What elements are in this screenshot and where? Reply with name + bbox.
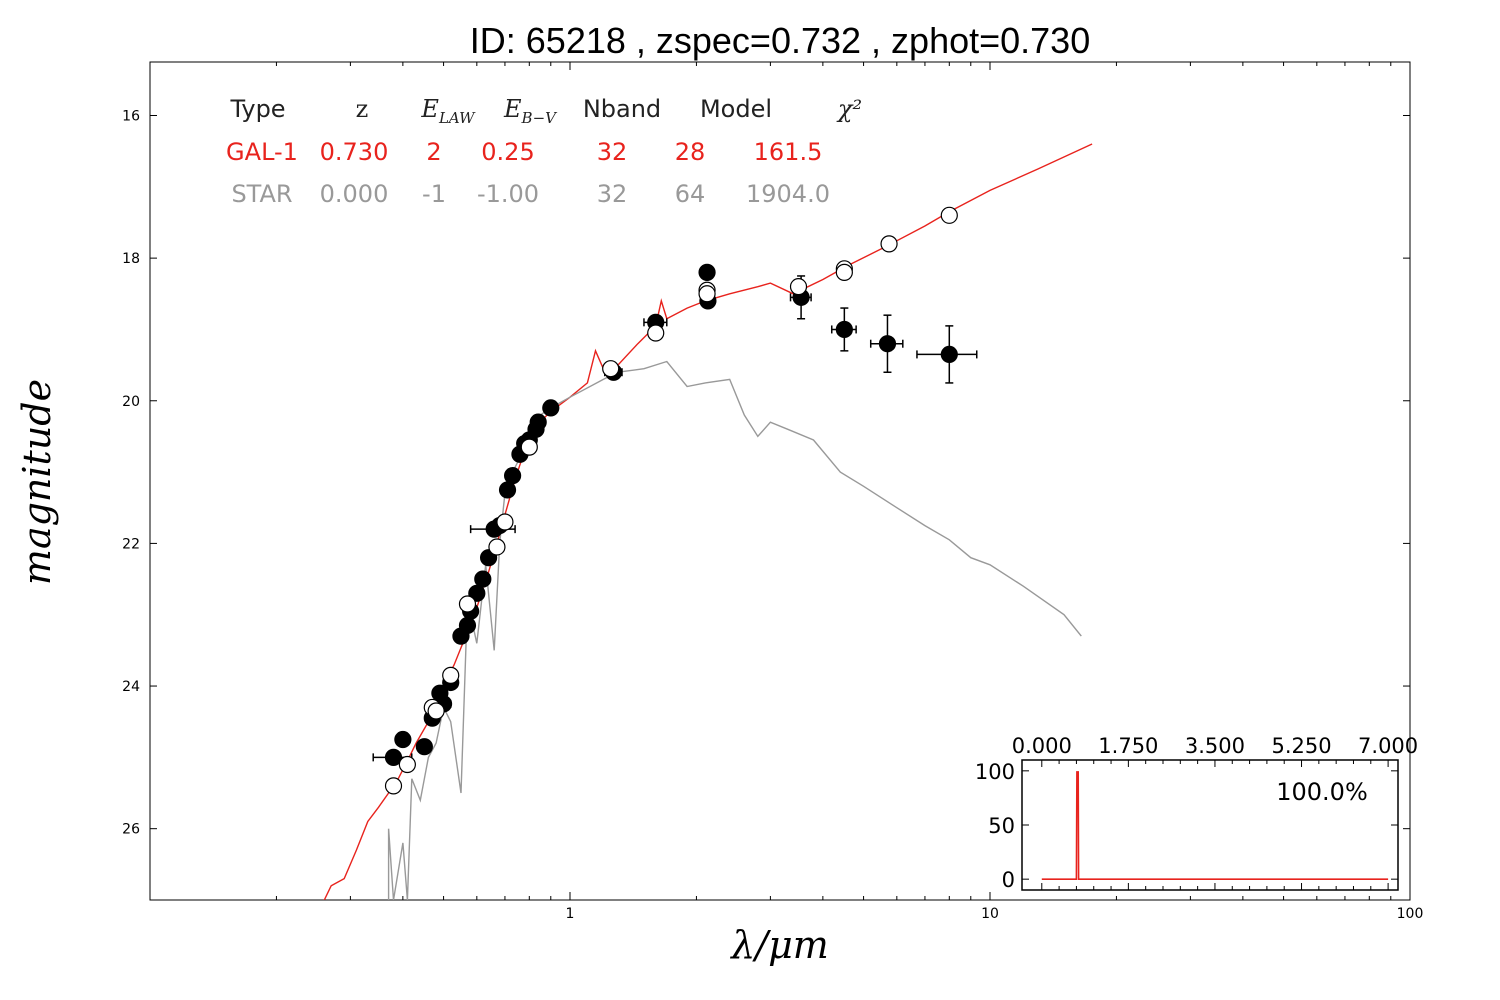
y-tick-label: 20 [122,394,140,410]
y-tick-label: 26 [122,822,140,838]
table-cell: 161.5 [754,138,823,166]
table-header-elaw: ELAW [420,95,476,127]
observed-flux-point [529,413,547,431]
inset-annotation: 100.0% [1276,778,1368,806]
model-flux-point [520,438,538,456]
observed-flux-point [394,730,412,749]
table-cell: 32 [597,180,628,208]
x-tick-label: 1 [566,906,575,922]
table-header-ebv: EB−V [503,95,558,127]
observed-flux-point [415,738,433,756]
y-axis-label: magnitude [15,379,59,585]
model-flux-point [835,263,853,281]
inset-y-tick-label: 0 [1002,868,1015,892]
y-tick-label: 22 [122,536,140,552]
table-cell: 0.000 [320,180,389,208]
x-axis-label: λ/μm [729,923,829,967]
table-cell: 28 [675,138,706,166]
model-flux-point [940,206,958,224]
table-cell: GAL-1 [226,138,298,166]
model-flux-point [880,235,898,253]
table-header-chi2: χ² [836,95,862,123]
table-cell: 2 [426,138,441,166]
model-flux-point [789,278,808,296]
model-flux-point [698,285,716,303]
fit-results-table: Type z ELAW EB−V Nband Model χ² GAL-1 0.730 2 0.25… [226,95,862,208]
model-flux-point [496,513,514,531]
model-flux-point [647,324,665,342]
observed-flux-point [458,616,477,635]
inset-x-tick-label: 5.250 [1271,734,1331,758]
inset-x-tick-label: 0.000 [1012,734,1072,758]
observed-flux-point [698,263,716,281]
model-flux-point [427,702,445,720]
y-tick-label: 16 [122,108,140,124]
table-cell: -1.00 [477,180,539,208]
observed-flux-point [474,570,492,588]
observed-flux-point [542,399,560,417]
x-tick-label: 100 [1397,906,1424,922]
observed-flux-point [498,481,517,499]
table-header-type: Type [229,95,285,123]
table-header-z: z [356,95,369,123]
model-flux-point [458,595,477,613]
table-cell: -1 [422,180,446,208]
chart-title: ID: 65218 , zspec=0.732 , zphot=0.730 [470,20,1090,61]
inset-y-tick-label: 50 [988,814,1015,838]
model-line-star [387,360,1082,900]
model-flux-point [442,666,460,684]
plot-frame [149,61,1411,901]
observed-flux-point [384,748,403,766]
model-flux-point [602,360,620,378]
observed-flux-point [940,345,958,364]
model-flux-point [488,538,506,556]
observed-flux-point [835,320,853,339]
redshift-pdf-inset: 0.000 1.750 3.500 5.250 7.000 0 50 100 100.0% [975,734,1418,892]
inset-x-tick-label: 7.000 [1358,734,1418,758]
table-cell: 0.730 [320,138,389,166]
table-header-nband: Nband [583,95,661,123]
table-cell: STAR [231,180,292,208]
plot-content [323,143,1093,900]
table-cell: 1904.0 [746,180,830,208]
model-flux-point [398,755,416,774]
inset-frame [1021,759,1399,891]
y-tick-label: 18 [122,251,140,267]
observed-flux-point [503,467,522,485]
table-cell: 32 [597,138,628,166]
model-line-gal-1 [323,143,1093,900]
observed-flux-point [878,335,897,353]
table-cell: 0.25 [481,138,534,166]
x-tick-label: 10 [981,906,999,922]
pdz-curve [1041,771,1389,880]
inset-x-tick-label: 3.500 [1185,734,1245,758]
observed-flux-point [431,684,449,702]
y-tick-label: 24 [122,679,140,695]
model-flux-point [384,777,403,795]
table-header-model: Model [700,95,772,123]
inset-x-tick-label: 1.750 [1098,734,1158,758]
inset-y-tick-label: 100 [975,760,1015,784]
table-cell: 64 [675,180,706,208]
